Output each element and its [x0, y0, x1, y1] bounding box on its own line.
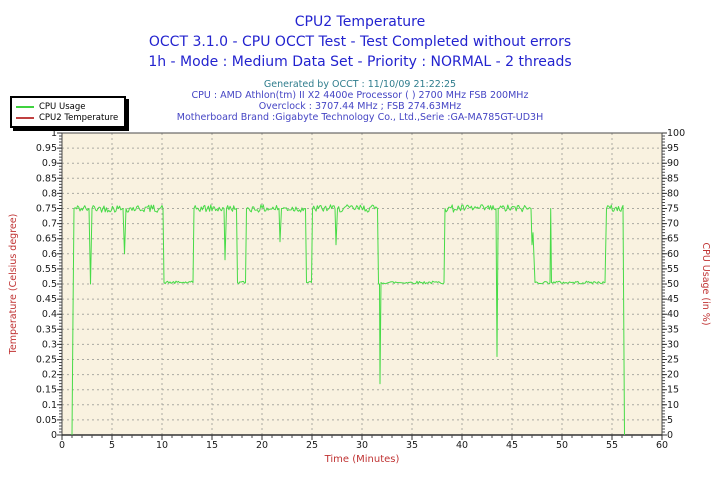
x-tick-label: 55	[606, 440, 618, 451]
y-left-tick-label: 0.1	[42, 400, 57, 411]
y-right-tick-label: 5	[667, 415, 673, 426]
x-tick-label: 20	[256, 440, 268, 451]
y-left-tick-label: 0.9	[42, 158, 57, 169]
x-tick-label: 5	[109, 440, 115, 451]
x-tick-label: 15	[206, 440, 218, 451]
test-result-subtitle: OCCT 3.1.0 - CPU OCCT Test - Test Comple…	[148, 34, 572, 50]
y-left-axis-title: Temperature (Celsius degree)	[8, 214, 19, 356]
cpu-info: CPU : AMD Athlon(tm) II X2 4400e Process…	[191, 90, 529, 101]
axis-major-ticks	[57, 132, 667, 440]
y-right-tick-label: 0	[667, 430, 673, 441]
x-tick-label: 25	[306, 440, 318, 451]
x-tick-label: 45	[506, 440, 518, 451]
y-right-tick-label: 85	[667, 173, 679, 184]
motherboard-info: Motherboard Brand :Gigabyte Technology C…	[176, 112, 544, 123]
system-info-block: Generated by OCCT : 11/10/09 21:22:25 CP…	[0, 79, 720, 123]
overclock-info: Overclock : 3707.44 MHz ; FSB 274.63MHz	[258, 101, 462, 112]
test-mode-subtitle: 1h - Mode : Medium Data Set - Priority :…	[148, 54, 572, 70]
y-right-tick-label: 25	[667, 355, 679, 366]
chart-legend: CPU Usage CPU2 Temperature	[10, 96, 127, 128]
x-tick-label: 35	[406, 440, 418, 451]
x-tick-label: 10	[156, 440, 168, 451]
y-right-tick-label: 10	[667, 400, 679, 411]
y-right-tick-label: 15	[667, 385, 679, 396]
y-left-tick-label: 0.05	[36, 415, 57, 426]
cpu2-temperature-line-swatch	[16, 116, 34, 119]
y-right-tick-label: 100	[667, 128, 685, 139]
y-left-tick-label: 0.7	[42, 219, 57, 230]
x-tick-label: 50	[556, 440, 568, 451]
x-tick-label: 0	[59, 440, 65, 451]
y-left-tick-label: 0.85	[36, 173, 57, 184]
y-right-tick-label: 90	[667, 158, 679, 169]
y-right-tick-label: 20	[667, 370, 679, 381]
y-left-tick-label: 0.45	[36, 294, 57, 305]
legend-label: CPU2 Temperature	[39, 112, 119, 123]
y-left-tick-label: 0.55	[36, 264, 57, 275]
y-right-tick-label: 70	[667, 219, 679, 230]
y-left-tick-label: 0.15	[36, 385, 57, 396]
legend-item-cpu-usage: CPU Usage	[16, 101, 118, 112]
y-right-tick-label: 45	[667, 294, 679, 305]
generated-timestamp: Generated by OCCT : 11/10/09 21:22:25	[263, 79, 457, 90]
y-right-tick-label: 95	[667, 143, 679, 154]
y-left-tick-label: 0.5	[42, 279, 57, 290]
y-right-tick-label: 75	[667, 204, 679, 215]
y-left-tick-label: 0	[51, 430, 57, 441]
y-left-tick-label: 0.2	[42, 370, 57, 381]
cpu-usage-series-line	[71, 204, 625, 436]
y-left-tick-label: 0.65	[36, 234, 57, 245]
y-left-tick-label: 0.35	[36, 324, 57, 335]
y-right-tick-label: 50	[667, 279, 679, 290]
page-title: CPU2 Temperature	[294, 14, 426, 30]
x-tick-label: 60	[656, 440, 668, 451]
y-left-tick-label: 0.6	[42, 249, 57, 260]
y-left-tick-label: 0.75	[36, 204, 57, 215]
legend-label: CPU Usage	[39, 101, 86, 112]
y-right-axis-title: CPU Usage (in %)	[700, 242, 711, 325]
y-right-tick-label: 65	[667, 234, 679, 245]
y-right-tick-label: 30	[667, 339, 679, 350]
y-right-tick-label: 55	[667, 264, 679, 275]
x-axis-title: Time (Minutes)	[324, 454, 400, 465]
x-tick-label: 30	[356, 440, 368, 451]
y-left-tick-label: 0.8	[42, 188, 57, 199]
x-tick-label: 40	[456, 440, 468, 451]
y-right-tick-label: 35	[667, 324, 679, 335]
cpu-usage-line-swatch	[16, 105, 34, 108]
y-right-tick-label: 80	[667, 188, 679, 199]
y-right-tick-label: 60	[667, 249, 679, 260]
y-right-tick-label: 40	[667, 309, 679, 320]
y-left-tick-label: 0.25	[36, 355, 57, 366]
y-left-tick-label: 0.4	[42, 309, 57, 320]
legend-item-cpu2-temperature: CPU2 Temperature	[16, 112, 118, 123]
y-left-tick-label: 1	[51, 128, 57, 139]
y-left-tick-label: 0.95	[36, 143, 57, 154]
y-left-tick-label: 0.3	[42, 339, 57, 350]
chart-header: CPU2 Temperature OCCT 3.1.0 - CPU OCCT T…	[0, 12, 720, 72]
